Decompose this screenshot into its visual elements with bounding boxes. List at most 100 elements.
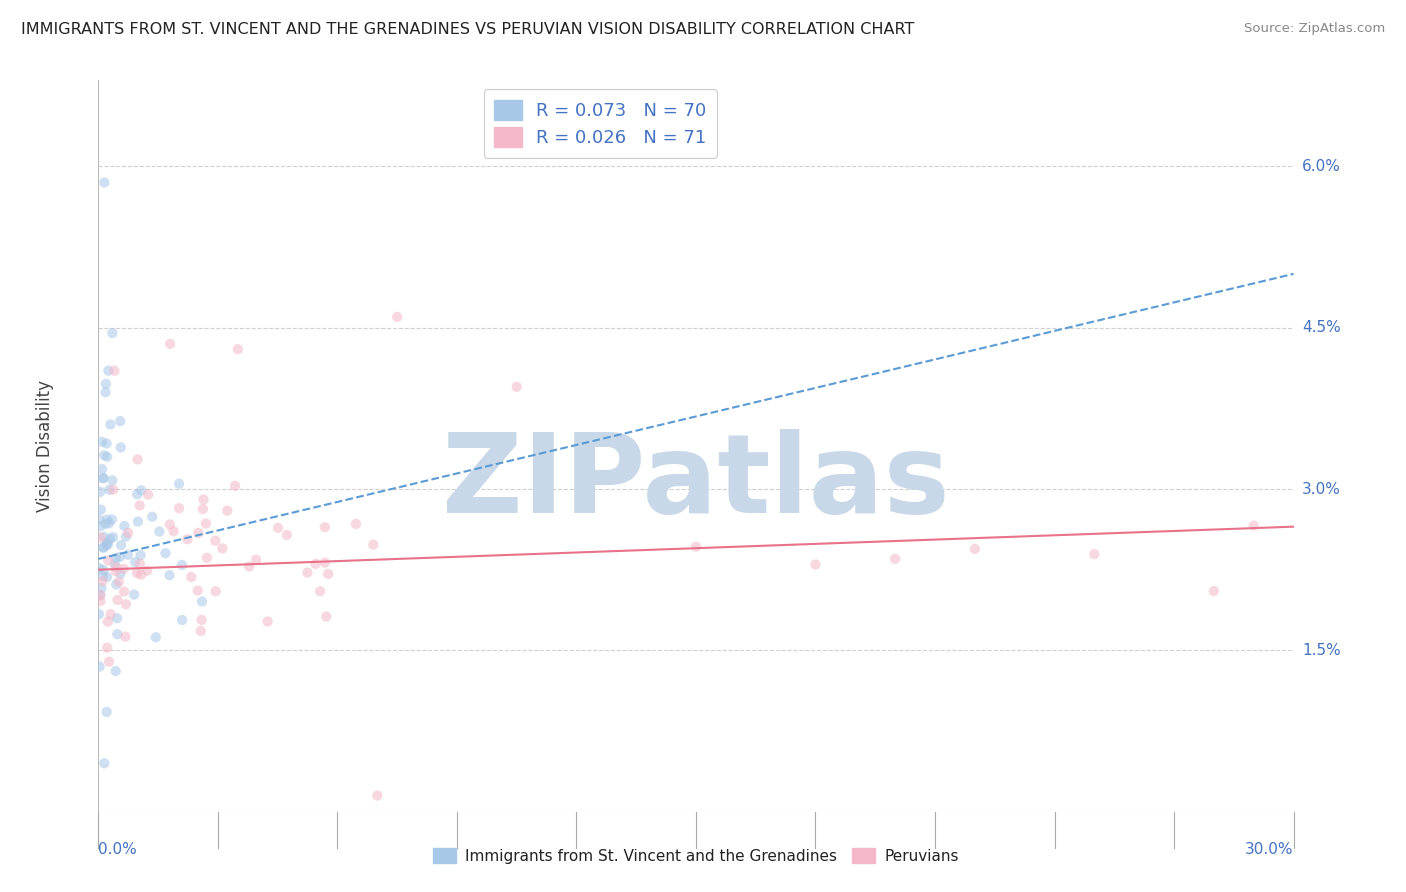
Point bbox=[93, 541, 115, 555]
Point bbox=[91, 574, 114, 588]
Point bbox=[117, 548, 139, 562]
Point bbox=[128, 499, 150, 513]
Point bbox=[101, 512, 124, 526]
Point bbox=[89, 484, 111, 499]
Point bbox=[89, 513, 111, 527]
Point bbox=[804, 558, 827, 572]
Point bbox=[211, 541, 233, 556]
Point bbox=[238, 559, 260, 574]
Point bbox=[110, 441, 132, 455]
Text: ZIPatlas: ZIPatlas bbox=[441, 429, 950, 536]
Point bbox=[90, 581, 112, 595]
Point bbox=[90, 519, 112, 533]
Point bbox=[297, 566, 319, 580]
Point bbox=[97, 364, 120, 378]
Point bbox=[108, 414, 131, 428]
Point bbox=[103, 364, 125, 378]
Point bbox=[89, 588, 111, 602]
Point bbox=[100, 607, 122, 622]
Point bbox=[108, 549, 131, 564]
Point bbox=[136, 488, 159, 502]
Point bbox=[96, 640, 118, 655]
Point bbox=[105, 577, 128, 591]
Legend: Immigrants from St. Vincent and the Grenadines, Peruvians: Immigrants from St. Vincent and the Gren… bbox=[427, 842, 965, 870]
Point bbox=[89, 561, 111, 575]
Point bbox=[104, 564, 127, 578]
Point bbox=[191, 594, 214, 608]
Point bbox=[105, 611, 128, 625]
Point bbox=[110, 538, 132, 552]
Point bbox=[125, 566, 148, 580]
Point bbox=[195, 550, 218, 565]
Point bbox=[145, 630, 167, 644]
Point bbox=[101, 530, 124, 544]
Point bbox=[91, 563, 114, 577]
Point bbox=[98, 483, 121, 497]
Point bbox=[94, 385, 117, 400]
Text: 4.5%: 4.5% bbox=[1302, 320, 1340, 335]
Point bbox=[127, 487, 149, 501]
Point bbox=[256, 615, 278, 629]
Point bbox=[309, 584, 332, 599]
Point bbox=[107, 593, 129, 607]
Point bbox=[366, 789, 388, 803]
Point bbox=[267, 521, 290, 535]
Text: 0.0%: 0.0% bbox=[98, 842, 138, 857]
Point bbox=[190, 624, 212, 638]
Point bbox=[187, 583, 209, 598]
Point bbox=[93, 176, 115, 190]
Point bbox=[159, 517, 181, 532]
Point bbox=[204, 584, 226, 599]
Point bbox=[110, 566, 132, 581]
Point bbox=[1083, 547, 1105, 561]
Point bbox=[245, 552, 267, 566]
Point bbox=[91, 541, 114, 555]
Point bbox=[385, 310, 409, 324]
Point bbox=[204, 533, 226, 548]
Point bbox=[191, 502, 214, 516]
Point bbox=[97, 537, 120, 551]
Point bbox=[316, 566, 339, 581]
Point bbox=[141, 509, 163, 524]
Point bbox=[115, 597, 138, 611]
Point bbox=[176, 533, 198, 547]
Point bbox=[108, 574, 131, 589]
Text: IMMIGRANTS FROM ST. VINCENT AND THE GRENADINES VS PERUVIAN VISION DISABILITY COR: IMMIGRANTS FROM ST. VINCENT AND THE GREN… bbox=[21, 22, 914, 37]
Point bbox=[91, 471, 114, 485]
Text: 6.0%: 6.0% bbox=[1302, 159, 1341, 174]
Point bbox=[101, 326, 124, 340]
Point bbox=[93, 756, 115, 771]
Point bbox=[96, 705, 118, 719]
Point bbox=[96, 450, 118, 464]
Point bbox=[96, 538, 118, 552]
Point bbox=[162, 524, 184, 539]
Point bbox=[104, 551, 127, 566]
Point bbox=[127, 515, 149, 529]
Point bbox=[506, 380, 529, 394]
Text: 30.0%: 30.0% bbox=[1246, 842, 1294, 857]
Point bbox=[129, 567, 152, 582]
Text: Source: ZipAtlas.com: Source: ZipAtlas.com bbox=[1244, 22, 1385, 36]
Point bbox=[148, 524, 170, 539]
Point bbox=[159, 336, 181, 351]
Point bbox=[91, 471, 114, 485]
Point bbox=[112, 519, 135, 533]
Point bbox=[93, 448, 115, 462]
Point bbox=[685, 540, 707, 554]
Point bbox=[963, 541, 986, 556]
Point bbox=[101, 483, 124, 497]
Text: 1.5%: 1.5% bbox=[1302, 643, 1340, 658]
Point bbox=[89, 531, 111, 545]
Point bbox=[96, 535, 118, 549]
Point bbox=[98, 532, 121, 546]
Point bbox=[104, 557, 127, 571]
Point bbox=[1243, 518, 1265, 533]
Point bbox=[226, 342, 249, 356]
Point bbox=[884, 552, 907, 566]
Point bbox=[105, 627, 128, 641]
Text: 3.0%: 3.0% bbox=[1302, 482, 1341, 497]
Point bbox=[170, 558, 193, 572]
Point bbox=[89, 594, 111, 608]
Point bbox=[94, 516, 117, 531]
Point bbox=[276, 528, 298, 542]
